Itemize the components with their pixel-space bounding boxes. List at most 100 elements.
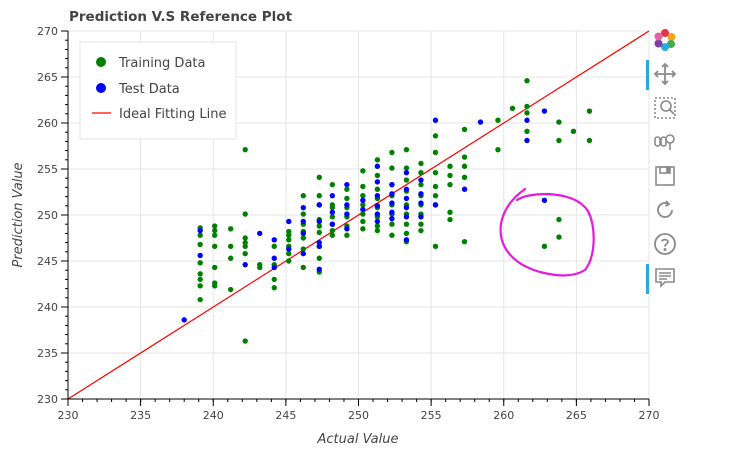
legend: Training Data Test Data Ideal Fitting Li…	[79, 41, 237, 140]
training-point	[541, 243, 548, 249]
training-point	[389, 221, 395, 227]
training-point	[329, 227, 336, 234]
test-point	[300, 204, 307, 211]
training-point	[403, 230, 410, 237]
training-point	[524, 128, 530, 134]
y-tick-label: 250	[37, 209, 58, 222]
test-point	[329, 192, 336, 199]
training-point	[360, 211, 366, 217]
training-point	[374, 223, 381, 229]
test-point	[344, 181, 350, 188]
training-point	[227, 226, 234, 232]
training-point	[227, 243, 234, 249]
test-point	[344, 202, 350, 208]
training-point	[461, 154, 468, 160]
training-point	[329, 214, 336, 220]
training-point	[556, 234, 562, 240]
test-point	[271, 255, 277, 261]
wheel-zoom-icon[interactable]	[651, 128, 679, 156]
training-point	[556, 216, 562, 223]
test-point	[418, 214, 424, 220]
bokeh-logo-icon[interactable]	[651, 26, 679, 54]
training-point	[316, 229, 322, 236]
test-point	[316, 202, 322, 208]
training-point	[374, 157, 381, 163]
training-point	[495, 117, 501, 123]
training-point	[586, 137, 593, 144]
training-point	[461, 163, 468, 169]
training-point	[432, 169, 439, 176]
test-point	[403, 195, 410, 202]
test-point	[271, 264, 277, 271]
test-point	[300, 230, 307, 237]
training-point	[286, 250, 292, 257]
training-point	[227, 255, 234, 261]
training-point	[403, 221, 410, 227]
training-point	[389, 149, 395, 156]
test-point	[477, 119, 484, 125]
training-point	[212, 232, 218, 238]
save-icon[interactable]	[651, 162, 679, 190]
test-point	[524, 117, 530, 123]
test-point	[197, 227, 203, 234]
training-point	[447, 181, 453, 188]
training-point	[524, 77, 530, 84]
training-point	[197, 283, 203, 289]
training-point	[432, 133, 439, 139]
training-point	[344, 195, 350, 202]
training-point	[403, 177, 410, 183]
help-icon[interactable]	[651, 230, 679, 258]
test-point	[374, 163, 381, 169]
training-point	[403, 146, 410, 153]
ideal-fitting-line	[67, 30, 650, 400]
training-point	[242, 250, 248, 257]
test-point	[432, 202, 439, 208]
reset-icon[interactable]	[651, 196, 679, 224]
hover-icon[interactable]	[646, 264, 679, 294]
y-tick-label: 230	[37, 393, 58, 406]
test-point	[389, 200, 395, 206]
training-point	[212, 243, 218, 249]
y-tick-label: 260	[37, 117, 58, 130]
y-tick-label: 240	[37, 301, 58, 314]
training-point	[329, 204, 336, 211]
test-point	[316, 243, 322, 249]
pan-icon[interactable]	[646, 60, 679, 90]
training-point	[461, 238, 468, 245]
training-point	[461, 174, 468, 180]
test-point	[418, 177, 424, 183]
test-point	[360, 206, 366, 213]
box-zoom-icon[interactable]	[651, 94, 679, 122]
test-point	[344, 226, 350, 232]
test-point	[286, 246, 292, 252]
training-point	[418, 181, 424, 188]
test-point	[389, 191, 395, 197]
test-point	[541, 108, 548, 114]
test-point	[418, 191, 424, 197]
training-point	[432, 183, 439, 190]
training-point	[271, 243, 277, 249]
training-point	[212, 227, 218, 234]
axes: 230 235 240 245 250 255 260 265 270 230 235 240 245 2…	[37, 25, 660, 422]
training-point	[447, 216, 453, 223]
test-point	[403, 186, 410, 192]
training-point	[286, 232, 292, 238]
training-point	[344, 186, 350, 192]
x-tick-label: 260	[493, 409, 514, 422]
hand-drawn-circle-annotation	[499, 187, 595, 277]
training-point	[556, 119, 562, 125]
training-point	[242, 211, 248, 217]
test-point	[344, 211, 350, 217]
test-point	[403, 237, 410, 243]
x-axis-label: Actual Value	[317, 432, 399, 447]
training-point	[271, 276, 277, 283]
training-point	[344, 232, 350, 238]
training-point	[374, 172, 381, 179]
y-tick-label: 255	[37, 163, 58, 176]
training-point	[316, 192, 322, 199]
training-point	[286, 237, 292, 243]
training-point	[360, 202, 366, 208]
y-tick-label: 245	[37, 255, 58, 268]
test-point	[432, 117, 439, 123]
